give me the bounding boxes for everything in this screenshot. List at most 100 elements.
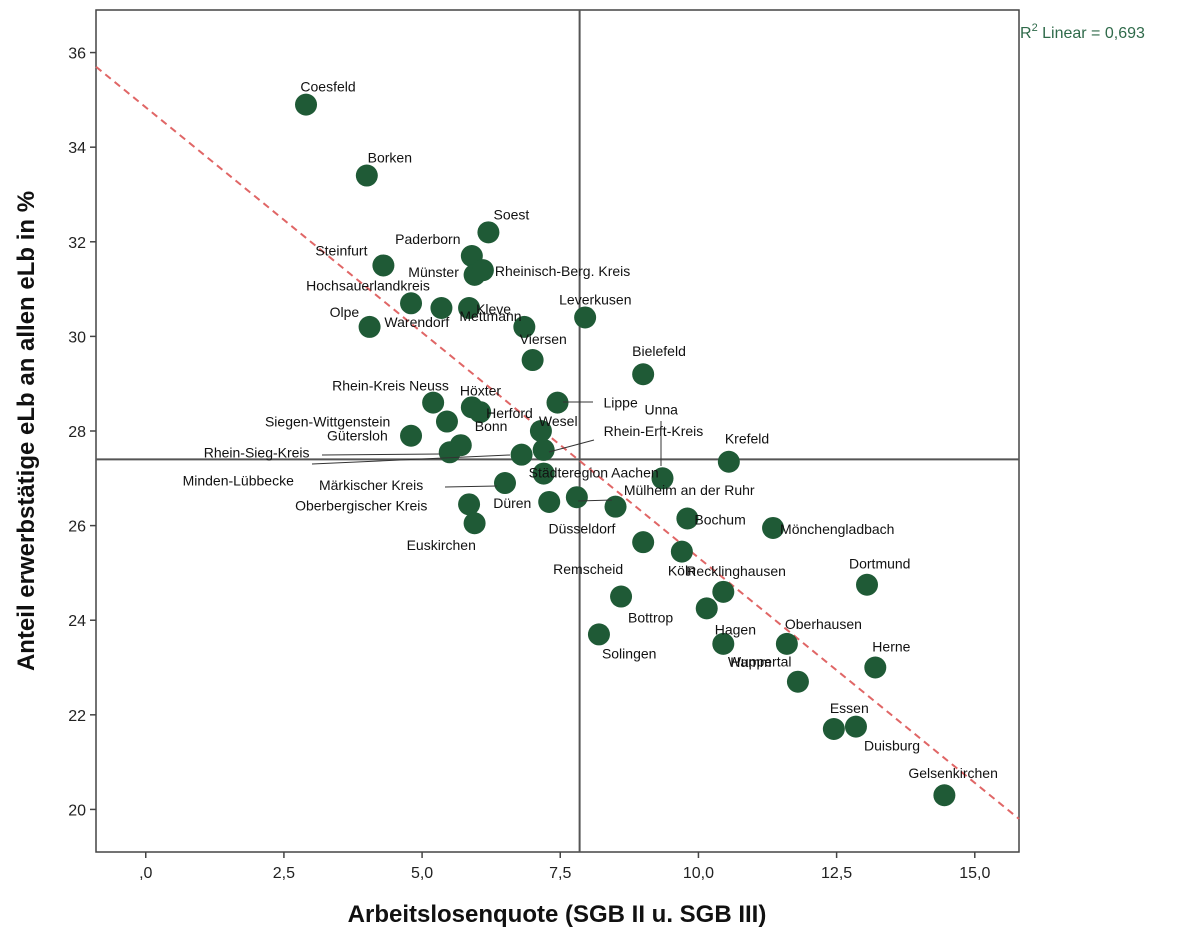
data-label: Coesfeld (300, 79, 355, 95)
data-point (510, 443, 533, 466)
regression-line (95, 65, 1020, 820)
data-label: Borken (368, 150, 412, 166)
r2-prefix: R (1020, 25, 1032, 42)
x-tick-label: 12,5 (821, 865, 852, 882)
x-tick-label: 7,5 (549, 865, 571, 882)
y-tick-label: 34 (68, 140, 86, 157)
y-axis-title: Anteil erwerbstätige eLb an allen eLb in… (13, 191, 40, 671)
data-label: Soest (494, 206, 530, 222)
data-label: Recklinghausen (686, 563, 786, 579)
data-label: Solingen (602, 645, 657, 661)
data-point (458, 297, 481, 320)
data-label: Remscheid (553, 561, 623, 577)
data-label: Düren (493, 495, 531, 511)
data-point (471, 259, 494, 282)
data-point (712, 632, 735, 655)
data-label: Herford (486, 405, 533, 421)
data-point (430, 297, 453, 320)
data-label: Unna (645, 401, 679, 417)
data-point (670, 540, 693, 563)
data-point (438, 441, 461, 464)
data-point (546, 391, 569, 414)
data-label: Mülheim an der Ruhr (624, 482, 755, 498)
data-label: Bochum (694, 512, 745, 528)
y-tick-label: 32 (68, 235, 86, 252)
leader-maerkischer-kreis (444, 485, 498, 488)
data-label: Köln (668, 563, 696, 579)
data-label: Gütersloh (327, 428, 388, 444)
data-point (463, 512, 486, 535)
data-point (532, 462, 555, 485)
data-point (372, 254, 395, 277)
data-point (864, 656, 887, 679)
data-label: Lippe (604, 395, 638, 411)
y-axis-ticks: 20 22 24 26 28 30 32 34 36 (68, 46, 96, 819)
data-label: Steinfurt (315, 242, 367, 258)
data-point (856, 573, 879, 596)
data-label: Oberhausen (785, 616, 862, 632)
data-label: Warendorf (384, 314, 449, 330)
data-point (933, 784, 956, 807)
data-point (610, 585, 633, 608)
data-point (400, 292, 423, 315)
data-point (435, 410, 458, 433)
data-point (574, 306, 597, 329)
reference-lines (96, 10, 1019, 852)
r2-rest: Linear = 0,693 (1038, 25, 1145, 42)
data-label: Rheinisch-Berg. Kreis (495, 263, 630, 279)
data-point (651, 467, 674, 490)
data-label: Duisburg (864, 738, 920, 754)
data-point (493, 472, 516, 495)
data-point (400, 424, 423, 447)
data-label: Märkischer Kreis (319, 477, 423, 493)
data-point (538, 490, 561, 513)
fit-line (95, 65, 1020, 820)
data-label: Hochsauerlandkreis (306, 277, 430, 293)
data-points (295, 93, 956, 807)
data-label: Wuppertal (728, 654, 792, 670)
data-label: Krefeld (725, 431, 769, 447)
x-tick-label: 5,0 (411, 865, 433, 882)
data-label: Euskirchen (407, 537, 476, 553)
data-label: Olpe (330, 304, 360, 320)
data-point (775, 632, 798, 655)
data-point (358, 315, 381, 338)
data-point (695, 597, 718, 620)
data-label: Bottrop (628, 610, 673, 626)
data-label: Gelsenkirchen (908, 765, 998, 781)
data-point (762, 516, 785, 539)
y-tick-label: 22 (68, 708, 86, 725)
data-point (529, 420, 552, 442)
data-point (717, 450, 740, 473)
y-tick-label: 24 (68, 613, 86, 630)
y-tick-label: 28 (68, 424, 86, 441)
data-label: Düsseldorf (549, 521, 616, 537)
data-label: Herne (872, 639, 910, 655)
data-label: Münster (408, 264, 459, 280)
r2-sup: 2 (1032, 22, 1038, 34)
data-point (295, 93, 318, 116)
data-label: Bielefeld (632, 343, 686, 359)
x-tick-label: 2,5 (273, 865, 295, 882)
data-point (676, 507, 699, 530)
data-point (632, 531, 655, 554)
data-label: Oberbergischer Kreis (295, 497, 427, 513)
data-point (844, 715, 867, 738)
data-point (469, 401, 492, 424)
x-axis-ticks: ,0 2,5 5,0 7,5 10,0 12,5 15,0 (139, 852, 990, 882)
y-tick-label: 26 (68, 519, 86, 536)
y-tick-label: 30 (68, 329, 86, 346)
data-label: Siegen-Wittgenstein (265, 414, 390, 430)
data-label: Hamm (730, 654, 771, 670)
data-label: Essen (830, 700, 869, 716)
data-point (604, 495, 627, 518)
leader-minden-luebbecke (311, 454, 511, 465)
data-point (422, 391, 445, 414)
leader-rhein-sieg-kreis (321, 453, 441, 456)
data-label: Mettmann (459, 308, 521, 324)
data-point (822, 718, 845, 741)
data-point (632, 363, 655, 386)
data-labels: Coesfeld Borken Soest Paderborn Münster Stein… (183, 79, 998, 782)
data-label: Bonn (475, 418, 508, 434)
data-point (355, 164, 378, 187)
